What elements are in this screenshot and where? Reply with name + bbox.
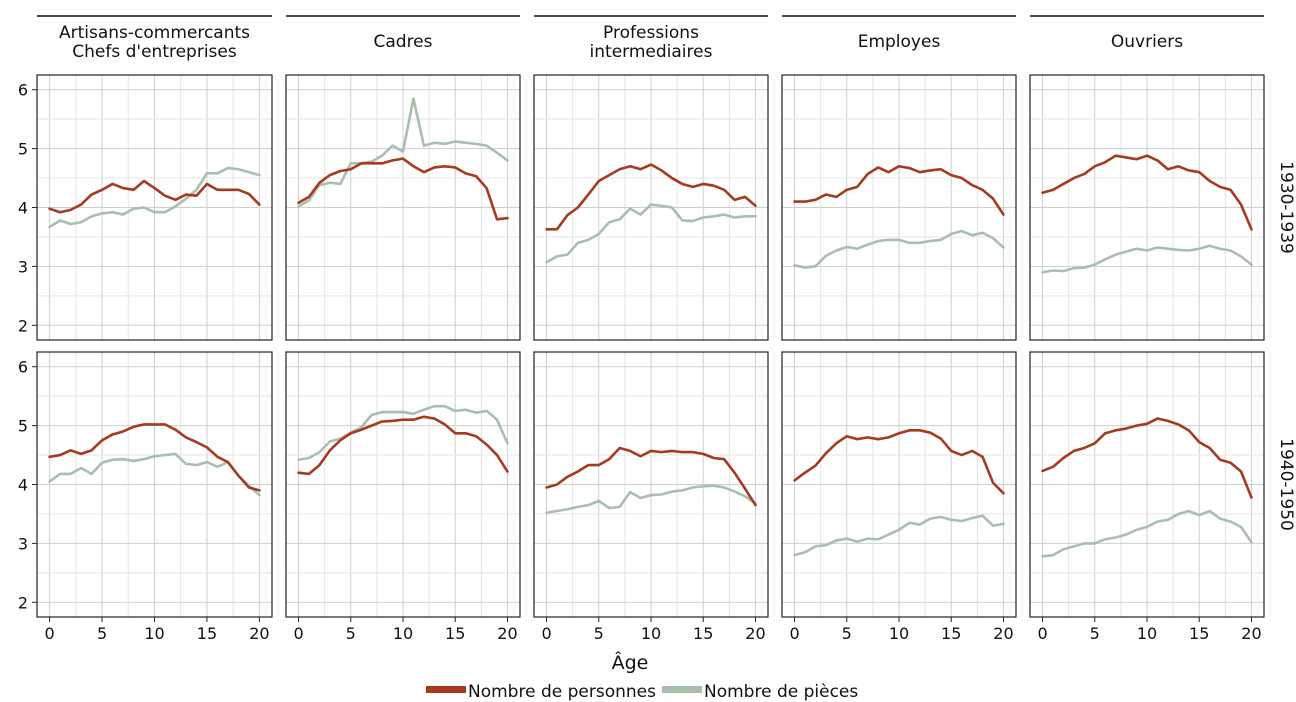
labels-layer: Artisans-commercants Chefs d'entreprises C…	[37, 15, 1296, 531]
series-line-pieces	[48, 166, 261, 229]
series-line-personnes	[545, 446, 757, 507]
x-tick-label: 0	[789, 624, 799, 643]
column-label-line: Cadres	[373, 32, 432, 52]
y-tick-label: 3	[18, 534, 28, 553]
panel	[1029, 74, 1265, 341]
series-line-pieces	[793, 229, 1005, 269]
panel-border	[781, 74, 1017, 341]
panel	[533, 74, 769, 341]
column-label: Cadres	[373, 32, 432, 52]
panel: 0 5 10 15 20	[781, 351, 1017, 643]
series-line-personnes	[48, 179, 261, 214]
series-line-pieces	[48, 452, 261, 497]
x-tick-label: 20	[1241, 624, 1261, 643]
series-line-pieces	[545, 484, 757, 515]
column-label-line: Ouvriers	[1111, 32, 1183, 52]
series-line-pieces	[297, 97, 509, 208]
x-tick-label: 10	[393, 624, 413, 643]
legend-item: Nombre de pièces	[662, 682, 858, 702]
x-tick-label: 20	[497, 624, 517, 643]
legend: Nombre de personnes Nombre de pièces	[426, 682, 858, 702]
x-tick-label: 0	[541, 624, 551, 643]
y-tick-label: 3	[18, 257, 28, 276]
panel: 2 3 4 5 6 0 5 10 15 20	[18, 351, 273, 643]
panel-border	[1029, 74, 1265, 341]
x-tick-label: 15	[941, 624, 961, 643]
x-tick-label: 5	[842, 624, 852, 643]
x-tick-label: 15	[693, 624, 713, 643]
row-label: 1940-1950	[1276, 438, 1296, 531]
series-line-pieces	[545, 203, 757, 264]
y-tick-label: 6	[18, 358, 28, 377]
series-line-pieces	[297, 404, 509, 462]
series-line-pieces	[1041, 509, 1253, 558]
legend-swatch	[426, 686, 466, 693]
panel: 2 3 4 5 6	[18, 74, 273, 341]
column-label: Artisans-commercants Chefs d'entreprises	[59, 23, 250, 62]
x-tick-label: 20	[993, 624, 1013, 643]
x-tick-label: 5	[97, 624, 107, 643]
series-line-personnes	[297, 157, 509, 221]
column-label: Professions intermediaires	[590, 23, 713, 62]
y-tick-label: 2	[18, 593, 28, 612]
x-tick-label: 15	[1189, 624, 1209, 643]
x-tick-label: 10	[641, 624, 661, 643]
column-label: Ouvriers	[1111, 32, 1183, 52]
x-tick-label: 5	[346, 624, 356, 643]
x-tick-label: 5	[1090, 624, 1100, 643]
series-line-personnes	[793, 164, 1005, 216]
x-tick-label: 5	[594, 624, 604, 643]
series-line-personnes	[1041, 154, 1253, 231]
column-label-line: Employes	[858, 32, 941, 52]
legend-label: Nombre de pièces	[704, 682, 858, 702]
x-tick-label: 0	[44, 624, 54, 643]
x-tick-label: 10	[889, 624, 909, 643]
panel: 0 5 10 15 20	[533, 351, 769, 643]
legend-label: Nombre de personnes	[468, 682, 656, 702]
panel: 0 5 10 15 20	[285, 351, 521, 643]
panels-layer: 2 3 4 5 6 2 3 4 5 6 0 5 10 15 20 0 5 10 15 20 0 5 10 15 20 0 5 10 15…	[18, 74, 1265, 643]
x-tick-label: 15	[445, 624, 465, 643]
panel-border	[533, 74, 769, 341]
series-line-personnes	[48, 423, 261, 492]
x-tick-label: 15	[197, 624, 217, 643]
column-label-line: Artisans-commercants	[59, 23, 250, 43]
series-line-personnes	[545, 163, 757, 231]
panel	[781, 74, 1017, 341]
panel	[285, 74, 521, 341]
series-line-pieces	[1041, 244, 1253, 274]
x-axis-label: Âge	[612, 651, 649, 674]
column-label-line: intermediaires	[590, 42, 713, 62]
x-tick-label: 20	[249, 624, 269, 643]
column-label: Employes	[858, 32, 941, 52]
y-tick-label: 2	[18, 316, 28, 335]
y-tick-label: 5	[18, 417, 28, 436]
y-tick-label: 6	[18, 81, 28, 100]
legend-swatch	[662, 686, 702, 693]
series-line-personnes	[793, 429, 1005, 495]
series-line-pieces	[793, 514, 1005, 557]
panel: 0 5 10 15 20	[1029, 351, 1265, 643]
y-tick-label: 5	[18, 140, 28, 159]
column-label-line: Professions	[603, 23, 699, 43]
row-label: 1930-1939	[1276, 161, 1296, 254]
series-line-personnes	[1041, 417, 1253, 499]
column-label-line: Chefs d'entreprises	[72, 42, 237, 62]
x-tick-label: 20	[745, 624, 765, 643]
series-line-personnes	[297, 415, 509, 476]
legend-item: Nombre de personnes	[426, 682, 656, 702]
y-tick-label: 4	[18, 476, 28, 495]
panel-border	[285, 74, 521, 341]
y-tick-label: 4	[18, 199, 28, 218]
x-tick-label: 0	[293, 624, 303, 643]
x-tick-label: 0	[1037, 624, 1047, 643]
x-tick-label: 10	[1137, 624, 1157, 643]
x-tick-label: 10	[144, 624, 164, 643]
